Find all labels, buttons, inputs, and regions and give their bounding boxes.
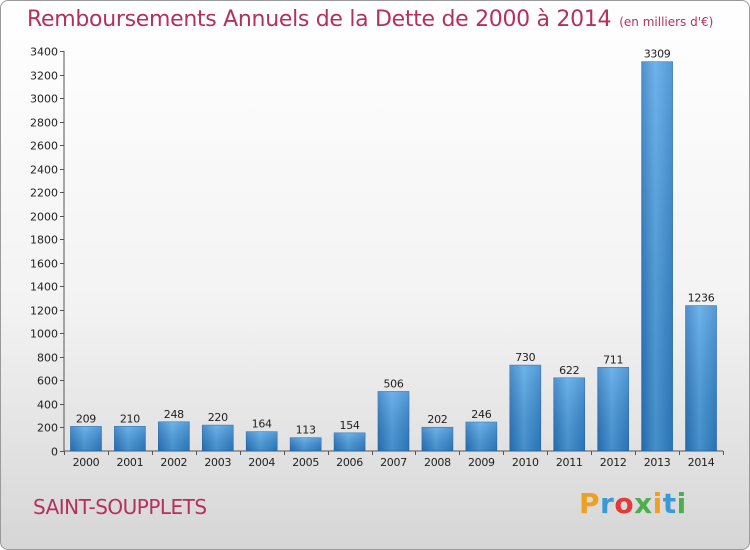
bars (70, 61, 717, 452)
x-tick-label: 2013 (644, 456, 671, 469)
data-label: 3309 (644, 48, 671, 61)
y-tick-label: 1200 (30, 305, 58, 318)
bar (685, 305, 717, 452)
y-tick-label: 2000 (30, 211, 58, 224)
data-label: 711 (603, 353, 623, 366)
x-tick-label: 2002 (160, 456, 187, 469)
commune-name: SAINT-SOUPPLETS (33, 495, 207, 519)
x-tick-label: 2014 (688, 456, 715, 469)
bar (158, 421, 190, 452)
bar (421, 426, 454, 452)
bar (245, 431, 278, 452)
bar-shade (509, 365, 541, 451)
logo-letter: r (600, 487, 615, 520)
y-tick-label: 2200 (30, 187, 58, 200)
bar-shade (290, 437, 322, 451)
y-tick-label: 0 (51, 446, 58, 459)
bar (201, 424, 234, 452)
data-label: 209 (76, 412, 96, 425)
data-label: 622 (559, 364, 579, 377)
chart-title-text: Remboursements Annuels de la Dette de 20… (27, 7, 612, 32)
y-tick-label: 2800 (30, 117, 58, 130)
proxiti-logo: Proxiti (579, 487, 687, 520)
logo-letter: P (579, 487, 601, 520)
y-tick-label: 200 (37, 422, 58, 435)
bar-shade (465, 422, 497, 451)
bar (509, 364, 542, 452)
bar-shade (70, 426, 102, 451)
x-tick-label: 2004 (248, 456, 275, 469)
bar (553, 377, 586, 452)
logo-letter: o (614, 487, 635, 520)
bar-shade (158, 421, 190, 451)
y-tick-label: 3200 (30, 70, 58, 83)
logo-letter: x (634, 487, 653, 520)
data-label: 202 (427, 413, 447, 426)
bar-shade (641, 61, 673, 452)
logo-letter: i (676, 487, 687, 520)
bar-shade (378, 391, 409, 451)
x-tick-label: 2012 (600, 456, 627, 469)
data-label: 210 (120, 412, 140, 425)
x-tick-label: 2003 (204, 456, 231, 469)
y-tick-label: 2400 (30, 164, 58, 177)
chart-subtitle: (en milliers d'€) (619, 15, 714, 29)
logo-letter: t (662, 487, 677, 520)
x-tick-label: 2005 (292, 456, 319, 469)
y-tick-label: 1800 (30, 234, 58, 247)
bar-shade (114, 426, 146, 451)
y-tick-label: 3400 (30, 46, 58, 59)
data-label: 154 (340, 419, 360, 432)
x-tick-label: 2000 (73, 456, 100, 469)
bar-shade (597, 367, 629, 451)
y-tick-label: 800 (37, 352, 58, 365)
bar-shade (334, 432, 366, 451)
data-label: 246 (471, 408, 491, 421)
x-tick-label: 2010 (512, 456, 539, 469)
bar-shade (685, 305, 717, 451)
bar (377, 391, 410, 452)
y-tick-label: 1000 (30, 328, 58, 341)
bar-shade (202, 425, 234, 451)
bar (333, 432, 366, 452)
x-tick-label: 2008 (424, 456, 451, 469)
bar (597, 367, 629, 452)
y-tick-label: 1600 (30, 258, 58, 271)
data-label: 220 (208, 411, 228, 424)
y-tick-label: 400 (37, 399, 58, 412)
bar (289, 437, 322, 452)
logo-letter: i (652, 487, 663, 520)
x-tick-label: 2001 (117, 456, 144, 469)
y-tick-label: 2600 (30, 140, 58, 153)
x-tick-label: 2011 (556, 456, 583, 469)
bar-shade (246, 431, 278, 451)
data-label: 1236 (688, 292, 715, 305)
data-label: 164 (252, 418, 272, 431)
data-label: 113 (296, 424, 316, 437)
data-label: 506 (383, 377, 403, 390)
axes: 0 200 400 600 800 1000 1200 1400 1600 1800 2000 220… (30, 46, 724, 469)
x-tick-label: 2009 (468, 456, 495, 469)
data-label: 730 (515, 351, 535, 364)
bar (114, 425, 146, 452)
y-tick-label: 1400 (30, 281, 58, 294)
chart-title: Remboursements Annuels de la Dette de 20… (27, 7, 713, 32)
data-label: 248 (164, 408, 184, 421)
data-labels: 209 210 248 220 164 113 154 506 202 246 730 622 711 3… (76, 48, 715, 437)
y-tick-label: 600 (37, 375, 58, 388)
x-tick-label: 2006 (336, 456, 363, 469)
y-tick-label: 3000 (30, 93, 58, 106)
bar (641, 61, 673, 452)
bar (70, 426, 102, 452)
x-tick-label: 2007 (380, 456, 407, 469)
bar (465, 421, 498, 452)
bar-shade (553, 377, 585, 451)
bar-shade (421, 427, 453, 451)
